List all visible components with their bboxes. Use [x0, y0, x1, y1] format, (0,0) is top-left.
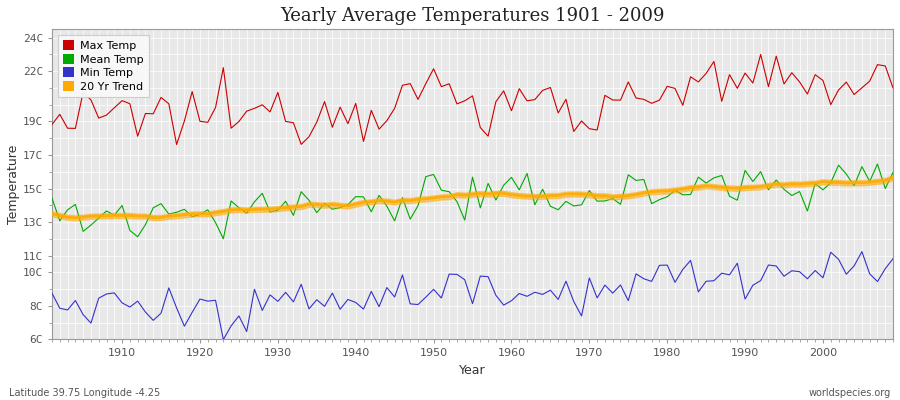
Text: worldspecies.org: worldspecies.org [809, 388, 891, 398]
Legend: Max Temp, Mean Temp, Min Temp, 20 Yr Trend: Max Temp, Mean Temp, Min Temp, 20 Yr Tre… [58, 35, 149, 97]
Y-axis label: Temperature: Temperature [7, 145, 20, 224]
Title: Yearly Average Temperatures 1901 - 2009: Yearly Average Temperatures 1901 - 2009 [280, 7, 665, 25]
X-axis label: Year: Year [459, 364, 486, 377]
Text: Latitude 39.75 Longitude -4.25: Latitude 39.75 Longitude -4.25 [9, 388, 160, 398]
